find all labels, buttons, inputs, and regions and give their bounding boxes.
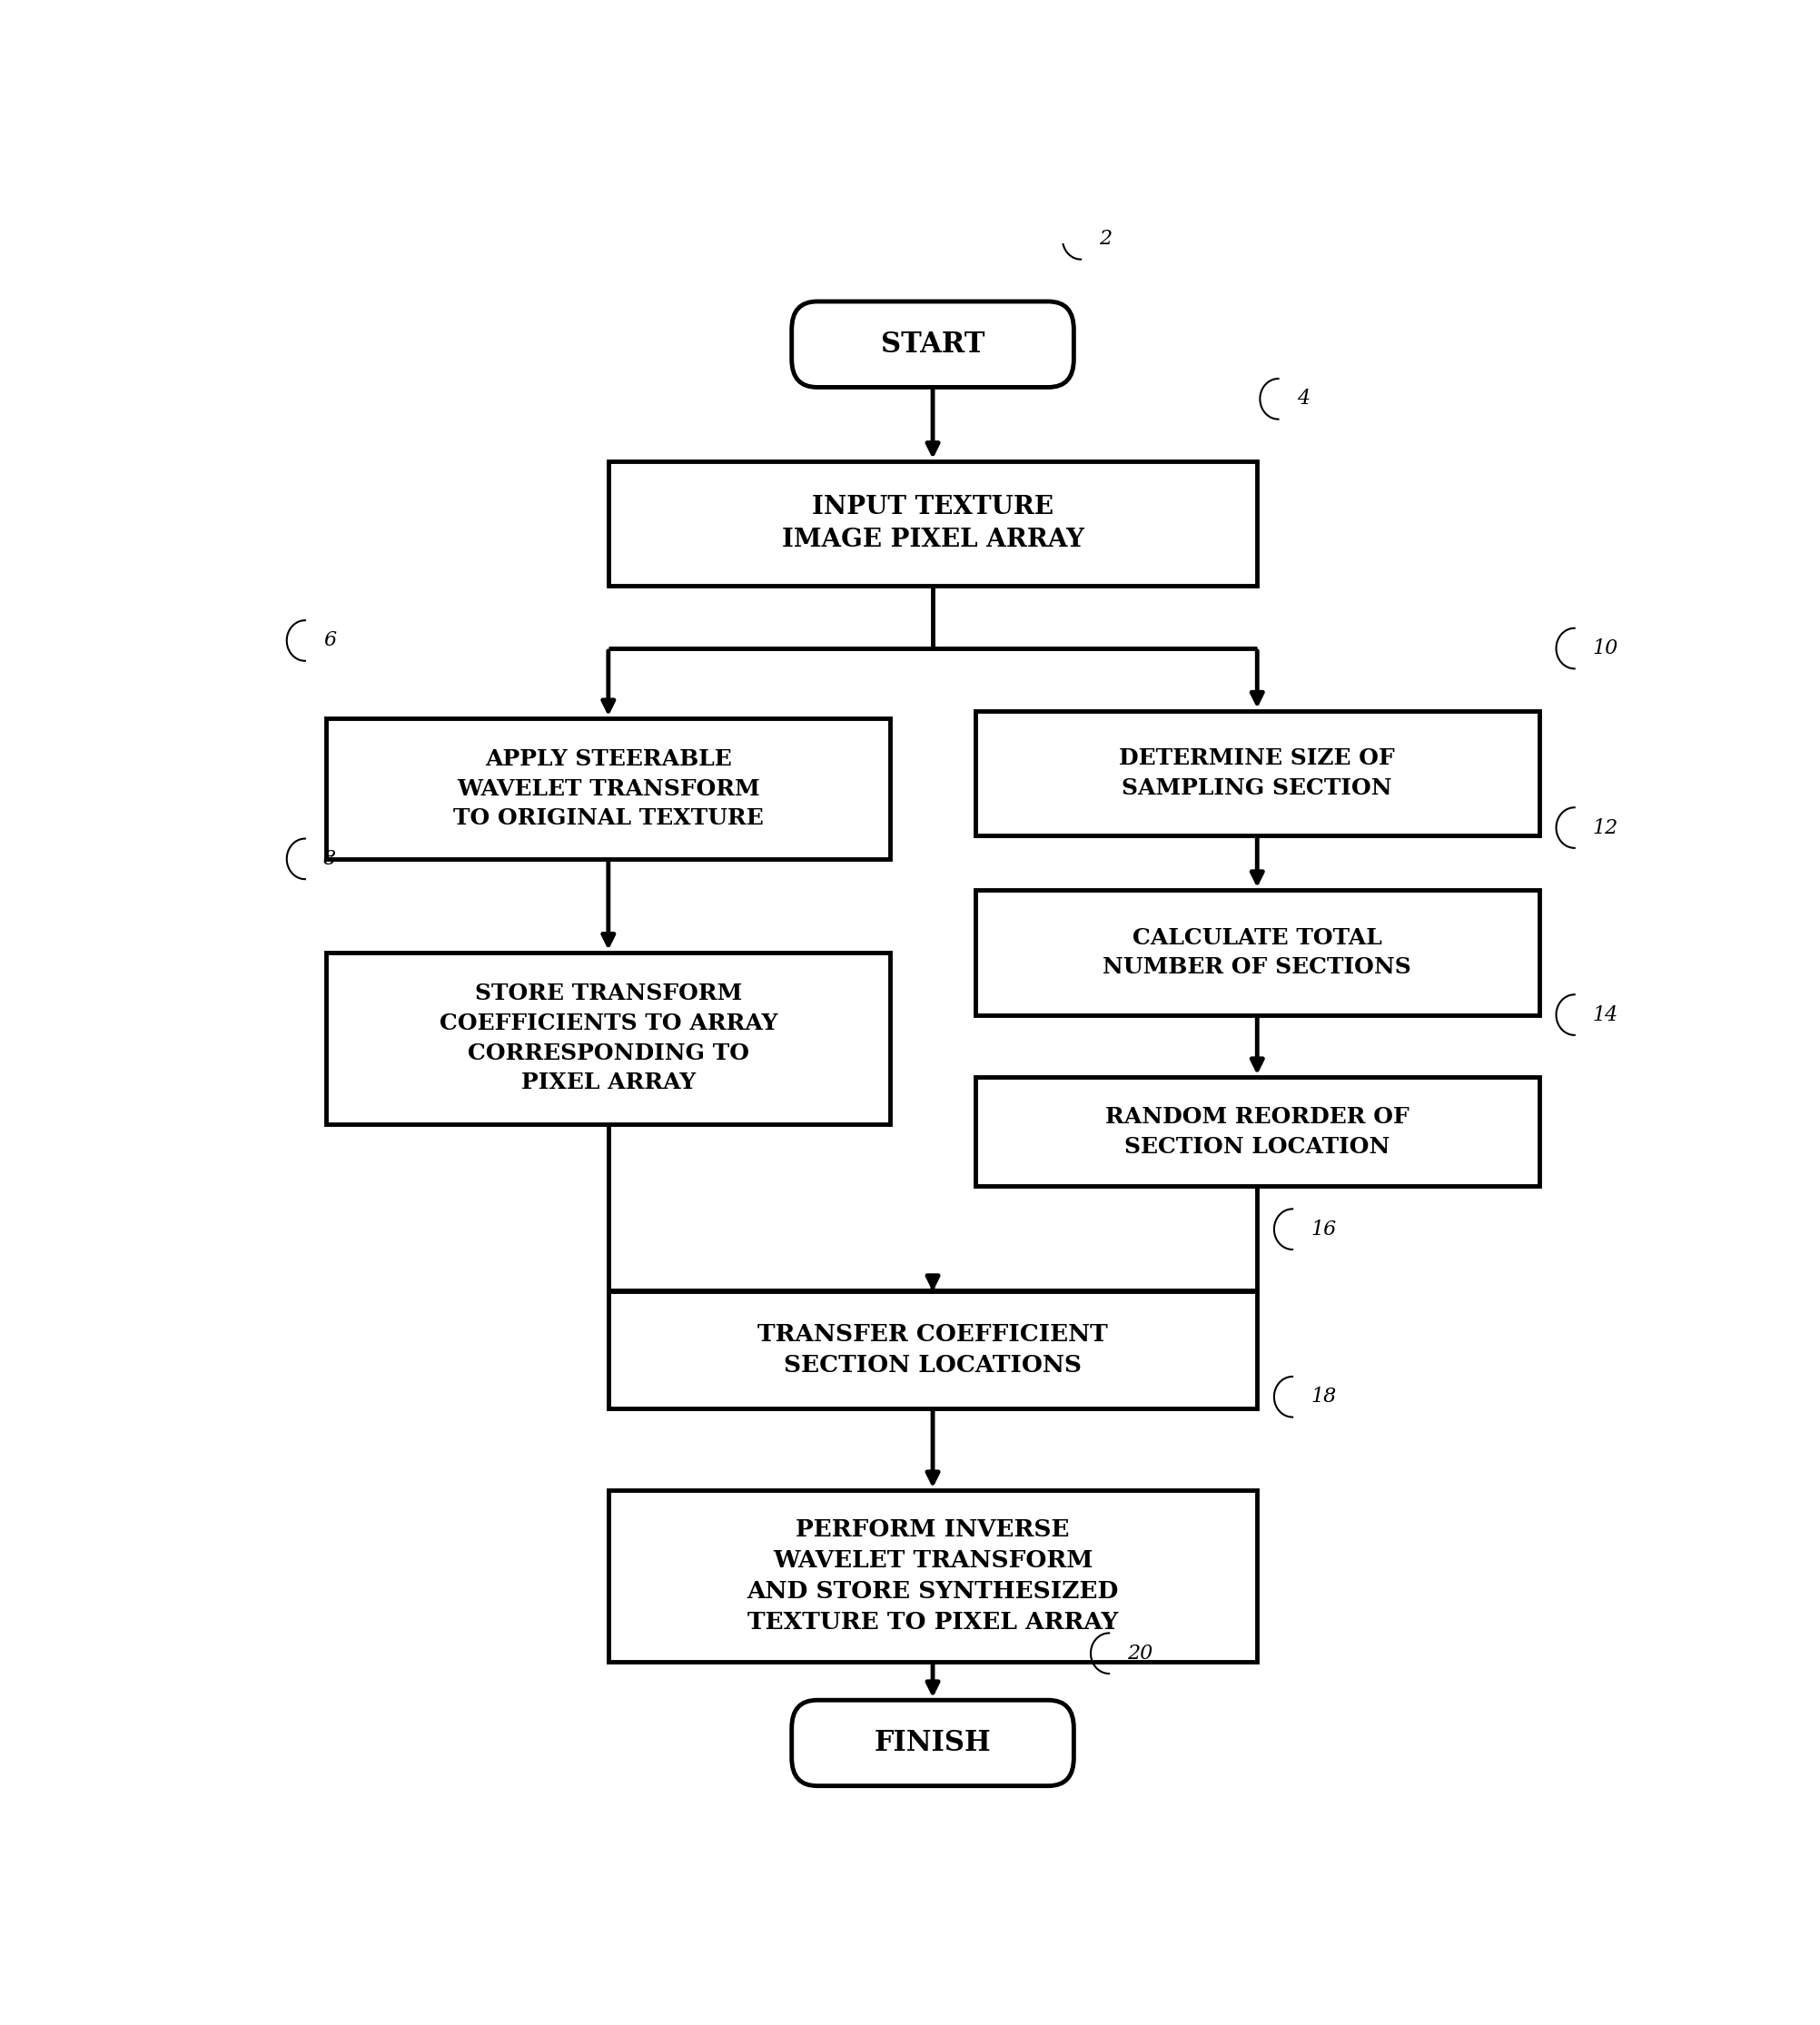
Text: APPLY STEERABLE
WAVELET TRANSFORM
TO ORIGINAL TEXTURE: APPLY STEERABLE WAVELET TRANSFORM TO ORI…	[453, 749, 764, 828]
Bar	[326, 719, 890, 859]
FancyBboxPatch shape	[792, 302, 1074, 387]
Text: PERFORM INVERSE
WAVELET TRANSFORM
AND STORE SYNTHESIZED
TEXTURE TO PIXEL ARRAY: PERFORM INVERSE WAVELET TRANSFORM AND ST…	[746, 1519, 1119, 1634]
Text: 16: 16	[1310, 1219, 1336, 1239]
Text: 8: 8	[324, 848, 337, 869]
Text: 4: 4	[1296, 389, 1309, 409]
Text: TRANSFER COEFFICIENT
SECTION LOCATIONS: TRANSFER COEFFICIENT SECTION LOCATIONS	[757, 1322, 1108, 1377]
Text: 10: 10	[1592, 638, 1618, 658]
Text: FINISH: FINISH	[874, 1729, 992, 1758]
Bar	[976, 1077, 1540, 1187]
Text: 2: 2	[1099, 229, 1112, 249]
Bar	[608, 1490, 1258, 1663]
Text: DETERMINE SIZE OF
SAMPLING SECTION: DETERMINE SIZE OF SAMPLING SECTION	[1119, 747, 1396, 798]
Text: INPUT TEXTURE
IMAGE PIXEL ARRAY: INPUT TEXTURE IMAGE PIXEL ARRAY	[781, 494, 1085, 553]
Text: 18: 18	[1310, 1387, 1336, 1407]
Text: CALCULATE TOTAL
NUMBER OF SECTIONS: CALCULATE TOTAL NUMBER OF SECTIONS	[1103, 927, 1412, 978]
FancyBboxPatch shape	[792, 1701, 1074, 1786]
Bar	[608, 1292, 1258, 1409]
Text: STORE TRANSFORM
COEFFICIENTS TO ARRAY
CORRESPONDING TO
PIXEL ARRAY: STORE TRANSFORM COEFFICIENTS TO ARRAY CO…	[439, 982, 777, 1094]
Text: RANDOM REORDER OF
SECTION LOCATION: RANDOM REORDER OF SECTION LOCATION	[1105, 1106, 1409, 1158]
Bar	[326, 952, 890, 1124]
Text: START: START	[881, 330, 985, 358]
Text: 20: 20	[1127, 1644, 1154, 1663]
Text: 6: 6	[324, 630, 337, 650]
Bar	[608, 462, 1258, 585]
Bar	[976, 891, 1540, 1015]
Text: 14: 14	[1592, 1004, 1618, 1025]
Bar	[976, 711, 1540, 836]
Text: 12: 12	[1592, 818, 1618, 838]
